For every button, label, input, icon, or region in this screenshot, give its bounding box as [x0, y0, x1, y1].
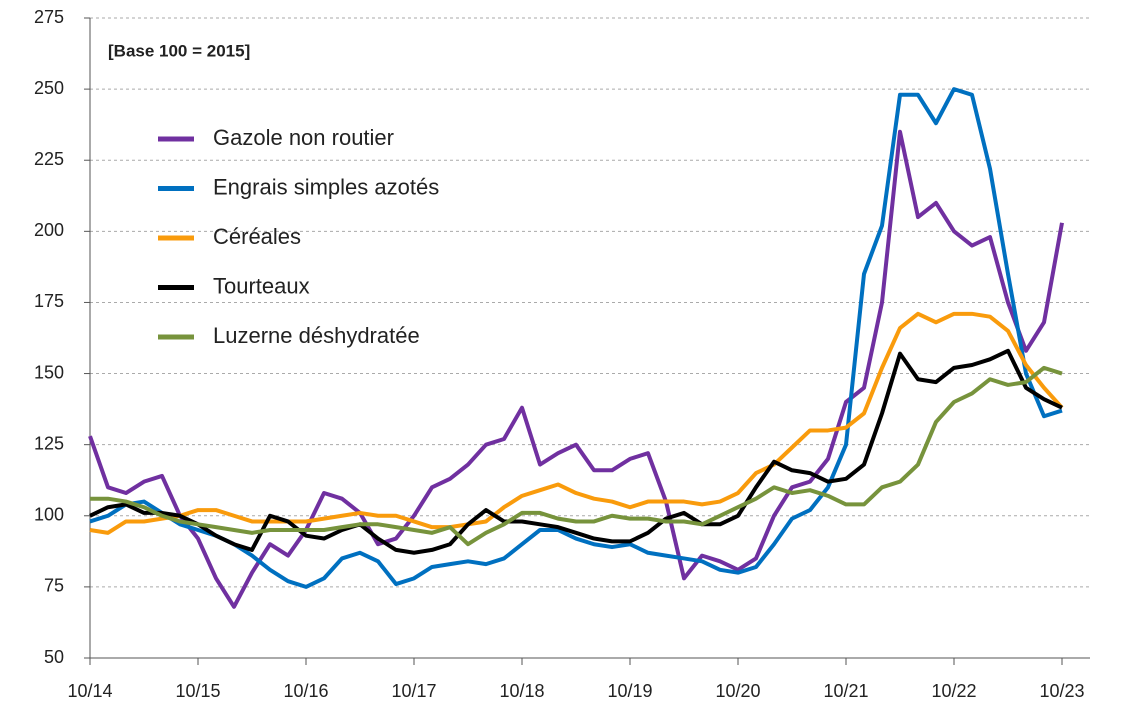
- y-tick-label: 225: [34, 149, 64, 169]
- legend-label: Gazole non routier: [213, 125, 394, 150]
- annotation: [Base 100 = 2015]: [108, 41, 250, 60]
- series-line: [89, 311, 1064, 535]
- y-tick-label: 75: [44, 576, 64, 596]
- x-tick-label: 10/19: [607, 681, 652, 701]
- x-tick-label: 10/16: [283, 681, 328, 701]
- legend-label: Engrais simples azotés: [213, 174, 439, 199]
- legend-label: Céréales: [213, 224, 301, 249]
- x-tick-label: 10/22: [931, 681, 976, 701]
- legend-label: Luzerne déshydratée: [213, 323, 420, 348]
- x-tick-label: 10/21: [823, 681, 868, 701]
- x-tick-label: 10/14: [67, 681, 112, 701]
- x-tick-label: 10/18: [499, 681, 544, 701]
- series-line: [89, 87, 1063, 589]
- y-tick-label: 250: [34, 78, 64, 98]
- y-tick-label: 275: [34, 7, 64, 27]
- legend-label: Tourteaux: [213, 273, 310, 298]
- series-line: [88, 129, 1064, 609]
- x-tick-label: 10/23: [1039, 681, 1084, 701]
- y-tick-label: 100: [34, 505, 64, 525]
- x-tick-label: 10/20: [715, 681, 760, 701]
- y-tick-label: 175: [34, 291, 64, 311]
- y-tick-label: 200: [34, 220, 64, 240]
- y-tick-label: 125: [34, 433, 64, 453]
- y-tick-label: 50: [44, 647, 64, 667]
- series-line: [90, 365, 1063, 547]
- x-tick-label: 10/17: [391, 681, 436, 701]
- x-tick-label: 10/15: [175, 681, 220, 701]
- y-tick-label: 150: [34, 362, 64, 382]
- series-line: [89, 348, 1063, 555]
